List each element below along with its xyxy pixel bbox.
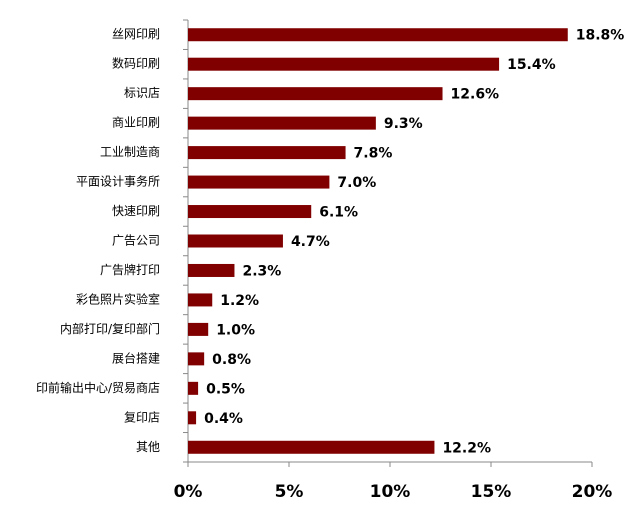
- x-tick-label: 5%: [275, 482, 304, 502]
- category-label: 平面设计事务所: [76, 174, 160, 189]
- value-label: 1.0%: [216, 322, 255, 338]
- bar: [188, 87, 443, 101]
- category-label: 其他: [136, 440, 160, 454]
- value-label: 18.8%: [576, 28, 625, 44]
- bar: [188, 205, 312, 219]
- bar: [188, 234, 283, 248]
- value-label: 6.1%: [319, 205, 358, 221]
- category-label: 复印店: [124, 410, 160, 424]
- category-label: 标识店: [124, 86, 160, 100]
- value-label: 9.3%: [384, 116, 423, 132]
- value-label: 12.6%: [451, 87, 500, 103]
- bar: [188, 440, 435, 454]
- bar: [188, 322, 209, 336]
- category-label: 彩色照片实验室: [76, 291, 160, 306]
- bar: [188, 263, 235, 277]
- category-label: 内部打印/复印部门: [60, 321, 160, 336]
- category-label: 商业印刷: [112, 115, 160, 130]
- category-label: 广告公司: [112, 234, 160, 248]
- bar: [188, 411, 197, 425]
- bar: [188, 146, 346, 160]
- x-tick-label: 15%: [471, 482, 512, 502]
- bar: [188, 352, 205, 366]
- value-label: 7.8%: [354, 146, 393, 162]
- value-label: 0.4%: [204, 411, 243, 427]
- value-label: 0.5%: [206, 381, 245, 397]
- bar: [188, 381, 199, 395]
- bar: [188, 28, 568, 42]
- bar: [188, 293, 213, 307]
- bar: [188, 57, 500, 71]
- category-label: 工业制造商: [100, 144, 160, 159]
- value-label: 12.2%: [442, 440, 491, 456]
- category-label: 印前输出中心/贸易商店: [36, 380, 160, 395]
- value-label: 1.2%: [220, 293, 259, 309]
- x-tick-label: 0%: [174, 482, 203, 502]
- category-label: 广告牌打印: [100, 263, 160, 277]
- x-tick-label: 20%: [572, 482, 613, 502]
- value-label: 7.0%: [337, 175, 376, 191]
- category-label: 展台搭建: [112, 350, 160, 365]
- value-label: 0.8%: [212, 352, 251, 368]
- value-label: 4.7%: [291, 234, 330, 250]
- bar: [188, 116, 376, 130]
- category-label: 丝网印刷: [112, 27, 160, 41]
- value-label: 15.4%: [507, 57, 556, 73]
- x-tick-label: 10%: [370, 482, 411, 502]
- value-label: 2.3%: [242, 263, 281, 279]
- bar: [188, 175, 330, 189]
- category-label: 快速印刷: [112, 204, 160, 218]
- category-label: 数码印刷: [112, 56, 160, 71]
